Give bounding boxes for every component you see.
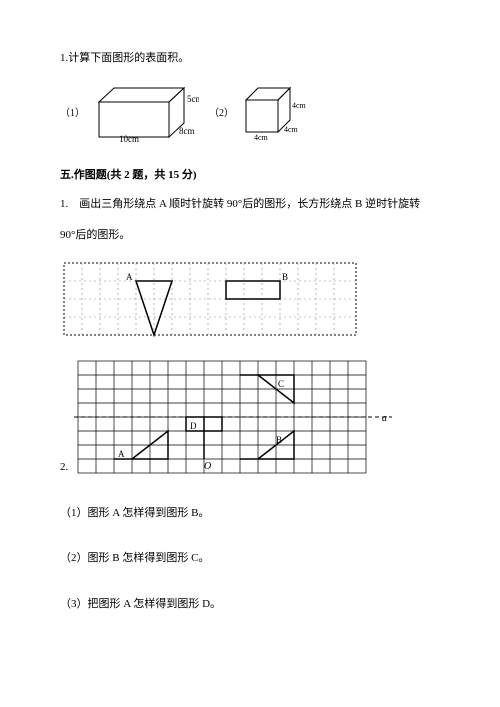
grid-figure-1: A B: [60, 259, 360, 339]
question-1-text: 1.计算下面图形的表面积。: [60, 50, 440, 68]
grid2-C: C: [278, 379, 284, 389]
sub-question-2: （2）图形 B 怎样得到图形 C。: [60, 550, 440, 568]
fig2-w: 4cm: [254, 133, 269, 142]
axis-a: a: [382, 413, 387, 424]
grid1-A: A: [126, 272, 133, 282]
section-5-title: 五.作图题(共 2 题，共 15 分): [60, 166, 440, 182]
grid2-B: B: [276, 435, 282, 445]
q5-1-line1: 1. 画出三角形绕点 A 顺时针旋转 90°后的图形，长方形绕点 B 逆时针旋转: [60, 196, 440, 214]
q5-2-lead: 2.: [60, 461, 68, 473]
fig1-d: 8cm: [179, 126, 195, 136]
grid2-A: A: [118, 449, 125, 459]
fig1-h: 5cm: [187, 94, 199, 104]
fig2-label: （2）: [209, 104, 234, 119]
fig1-label: （1）: [60, 104, 85, 119]
figure-row: （1） 5cm 8cm 10cm （2） 4cm 4cm 4cm: [60, 82, 440, 142]
grid-figure-2: a A D O B C: [74, 357, 394, 477]
sub-question-3: （3）把图形 A 怎样得到图形 D。: [60, 596, 440, 614]
grid2-O: O: [204, 461, 211, 472]
cuboid-figure: 5cm 8cm 10cm: [89, 82, 199, 142]
sub-question-1: （1）图形 A 怎样得到图形 B。: [60, 505, 440, 523]
q5-1-line2: 90°后的图形。: [60, 227, 440, 245]
cube-figure: 4cm 4cm 4cm: [238, 82, 308, 142]
fig1-w: 10cm: [119, 134, 139, 142]
grid2-D: D: [190, 421, 197, 431]
fig2-d: 4cm: [284, 125, 299, 134]
fig2-h: 4cm: [292, 101, 307, 110]
grid1-B: B: [282, 272, 288, 282]
